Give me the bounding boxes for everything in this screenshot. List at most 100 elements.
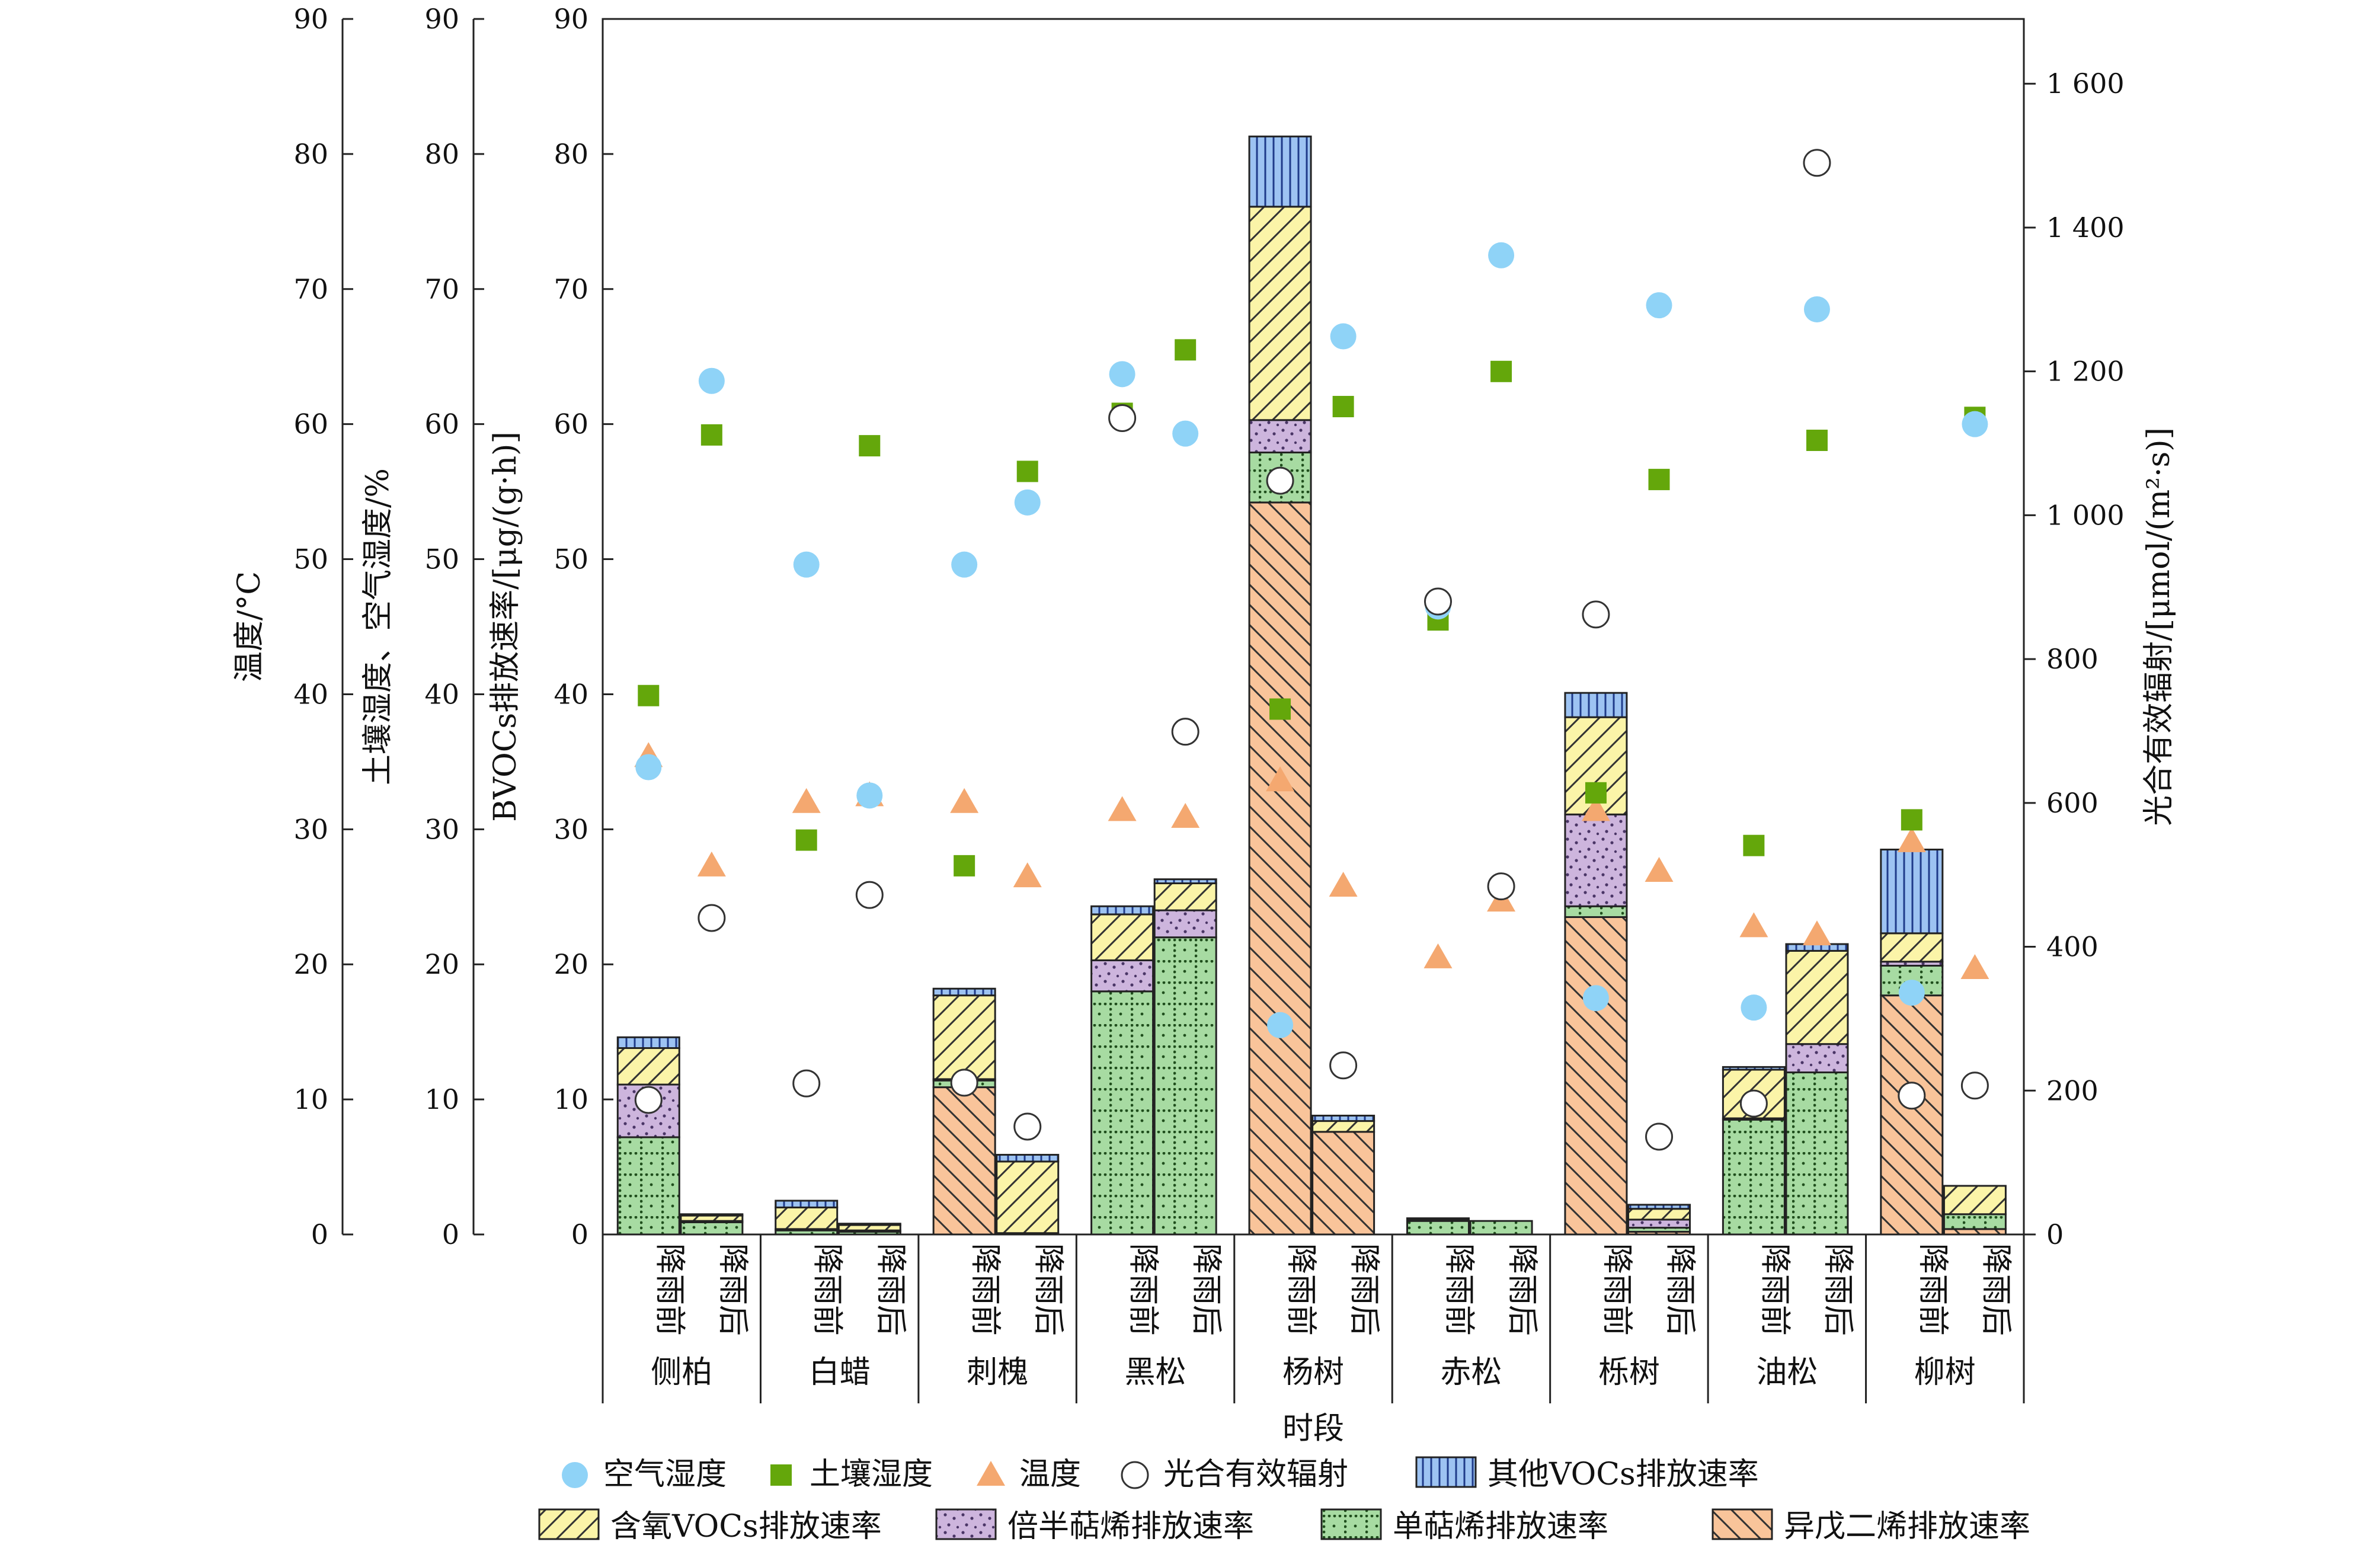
y-axis-title: 温度/°C xyxy=(232,571,267,682)
data-point xyxy=(1171,718,1199,746)
y-tick-label: 30 xyxy=(424,813,459,845)
period-label: 降雨前 xyxy=(810,1243,845,1336)
data-point xyxy=(1898,1082,1926,1110)
period-label: 降雨前 xyxy=(1441,1243,1476,1336)
data-point xyxy=(1897,827,1926,852)
data-point xyxy=(635,754,662,781)
points-layer xyxy=(634,149,1989,1151)
data-point xyxy=(1739,1089,1768,1118)
scatter-series xyxy=(634,742,1989,980)
legend-item: 温度 xyxy=(977,1457,1081,1492)
data-point xyxy=(1802,920,1831,946)
bar-segment xyxy=(996,1154,1060,1163)
period-label: 降雨前 xyxy=(651,1243,687,1336)
y-tick-label: 50 xyxy=(554,543,588,575)
y-tick-label: 50 xyxy=(424,543,459,575)
scatter-series xyxy=(635,242,1988,1038)
bar-segment xyxy=(1090,959,1154,993)
bar-segment xyxy=(1785,1043,1849,1074)
data-point xyxy=(698,367,725,394)
period-label: 降雨前 xyxy=(1125,1243,1161,1336)
legend-swatch xyxy=(935,1508,997,1540)
y-tick-label: 10 xyxy=(424,1083,459,1115)
bar-segment xyxy=(680,1213,744,1217)
data-point xyxy=(1108,404,1137,433)
data-point xyxy=(950,1069,978,1097)
data-point xyxy=(1175,339,1197,361)
legend-marker xyxy=(562,1462,588,1488)
right-y-axis: 0 200 400 600 800 1 000 1 200 1 400 1 600 光合有效辐射/… xyxy=(2024,68,2177,1250)
y-tick-label: 80 xyxy=(554,138,588,170)
period-label: 降雨后 xyxy=(1346,1243,1382,1336)
data-point xyxy=(1581,796,1610,821)
data-point xyxy=(1266,466,1294,495)
data-point xyxy=(1490,360,1512,382)
data-point xyxy=(1330,323,1357,350)
legend-label: 单萜烯排放速率 xyxy=(1393,1509,1608,1543)
bar-segment xyxy=(616,1136,680,1236)
bar-segment xyxy=(932,987,996,997)
legend-item: 倍半萜烯排放速率 xyxy=(935,1508,1254,1544)
right-y-tick-label: 1 400 xyxy=(2046,212,2125,244)
data-point xyxy=(1582,600,1610,629)
bar-segment xyxy=(775,1199,839,1208)
bar-segment xyxy=(1311,1114,1375,1122)
legend-marker xyxy=(770,1464,792,1486)
right-y-tick-label: 0 xyxy=(2046,1218,2064,1250)
data-point xyxy=(1269,698,1291,720)
bar-segment xyxy=(1627,1218,1691,1229)
bar-segment xyxy=(1406,1217,1470,1221)
data-point xyxy=(1741,994,1767,1021)
stacked-bar xyxy=(1627,1204,1691,1236)
legend-swatch xyxy=(1712,1508,1773,1540)
right-y-tick-label: 200 xyxy=(2046,1074,2099,1106)
stacked-bar xyxy=(1880,849,1944,1236)
bar-segment xyxy=(1627,1208,1691,1221)
data-point xyxy=(698,904,726,932)
right-y-tick-label: 1 600 xyxy=(2046,68,2125,100)
period-label: 降雨后 xyxy=(1188,1243,1224,1336)
bar-segment xyxy=(1722,1066,1786,1071)
bar-segment xyxy=(1785,949,1849,1045)
category-label: 柳树 xyxy=(1914,1355,1976,1390)
y-axis-title: BVOCs排放速率/[μg/(g·h)] xyxy=(488,431,523,822)
legend-swatch xyxy=(1415,1456,1477,1488)
bar-segment xyxy=(1469,1220,1533,1236)
y-tick-label: 60 xyxy=(293,408,328,440)
bar-segment xyxy=(1153,909,1217,939)
data-point xyxy=(1645,856,1674,882)
legend-item: 空气湿度 xyxy=(562,1457,727,1492)
y-tick-label: 80 xyxy=(424,138,459,170)
data-point xyxy=(1332,396,1354,418)
period-label: 降雨后 xyxy=(1978,1243,2013,1336)
y-tick-label: 90 xyxy=(424,3,459,35)
left-y-axis-2: 0 10 20 30 40 50 60 70 80 90 土壤湿度、空气湿度/% xyxy=(360,3,484,1250)
bar-segment xyxy=(1943,1213,2007,1230)
y-tick-label: 0 xyxy=(571,1218,588,1250)
data-point xyxy=(1171,802,1200,828)
data-point xyxy=(1803,149,1831,177)
y-tick-label: 0 xyxy=(442,1218,459,1250)
bar-segment xyxy=(1153,878,1217,884)
category-label: 赤松 xyxy=(1440,1355,1502,1390)
category-label: 黑松 xyxy=(1125,1355,1186,1390)
bar-segment xyxy=(837,1223,901,1226)
y-tick-label: 70 xyxy=(554,273,588,305)
scatter-series xyxy=(634,149,1989,1151)
bar-segment xyxy=(1090,905,1154,916)
bar-segment xyxy=(1880,849,1944,935)
legend-item: 其他VOCs排放速率 xyxy=(1415,1456,1759,1492)
bar-segment xyxy=(1880,932,1944,963)
stacked-bar xyxy=(837,1223,901,1236)
data-point xyxy=(951,551,978,578)
bar-segment xyxy=(1564,905,1628,918)
category-label: 杨树 xyxy=(1282,1355,1344,1390)
y-tick-label: 40 xyxy=(293,678,328,710)
stacked-bar xyxy=(1785,943,1849,1236)
period-label: 降雨前 xyxy=(967,1243,1003,1336)
data-point xyxy=(954,855,975,877)
data-point xyxy=(795,829,817,851)
bar-segment xyxy=(1722,1118,1786,1236)
bar-segment xyxy=(1785,1071,1849,1236)
